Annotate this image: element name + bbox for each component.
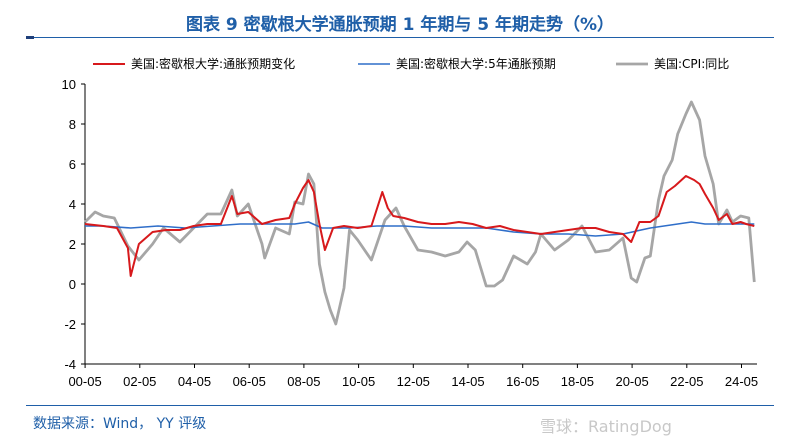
series-line-3 xyxy=(84,100,756,326)
x-tick-label: 02-05 xyxy=(123,374,156,389)
x-tick-label: 06-05 xyxy=(233,374,266,389)
x-tick-label: 16-05 xyxy=(506,374,539,389)
legend-label: 美国:密歇根大学:通胀预期变化 xyxy=(131,56,295,71)
y-tick-label: 0 xyxy=(69,277,76,292)
y-tick-label: 10 xyxy=(62,77,76,92)
y-tick-label: -2 xyxy=(64,317,76,332)
legend-label: 美国:密歇根大学:5年通胀预期 xyxy=(396,56,556,71)
y-tick-label: -4 xyxy=(64,357,76,372)
source-note: 数据来源：Wind， YY 评级 xyxy=(33,416,207,432)
x-tick-label: 18-05 xyxy=(561,374,594,389)
watermark: 雪球：RatingDog xyxy=(540,417,672,436)
series-line-1 xyxy=(84,175,755,277)
y-tick-label: 4 xyxy=(69,197,76,212)
y-tick-label: 2 xyxy=(69,237,76,252)
x-tick-label: 24-05 xyxy=(725,374,758,389)
x-tick-label: 00-05 xyxy=(68,374,101,389)
x-tick-label: 12-05 xyxy=(397,374,430,389)
title-divider-accent xyxy=(26,36,34,39)
x-tick-label: 10-05 xyxy=(342,374,375,389)
title-divider xyxy=(26,37,774,38)
series-line-2 xyxy=(85,221,755,237)
x-tick-label: 22-05 xyxy=(670,374,703,389)
x-tick-label: 04-05 xyxy=(178,374,211,389)
x-tick-label: 08-05 xyxy=(287,374,320,389)
x-tick-label: 14-05 xyxy=(451,374,484,389)
chart-title: 图表 9 密歇根大学通胀预期 1 年期与 5 年期走势（%） xyxy=(185,15,615,35)
source-divider xyxy=(26,405,774,406)
y-tick-label: 8 xyxy=(69,117,76,132)
legend-label: 美国:CPI:同比 xyxy=(654,57,729,71)
x-tick-label: 20-05 xyxy=(615,374,648,389)
y-tick-label: 6 xyxy=(69,157,76,172)
